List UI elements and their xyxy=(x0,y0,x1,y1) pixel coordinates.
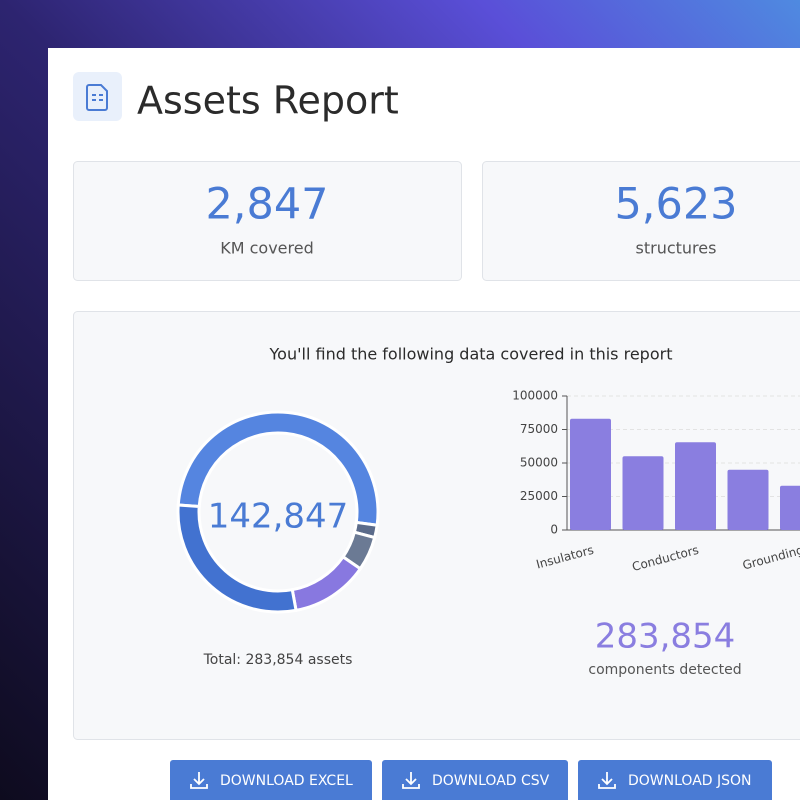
download-icon xyxy=(402,772,420,789)
stat-box xyxy=(73,161,462,281)
download-icon xyxy=(190,772,208,789)
y-tick-label: 100000 xyxy=(512,389,558,403)
page-title: Assets Report xyxy=(137,79,399,123)
stat-value: 2,847 xyxy=(205,180,328,230)
bar xyxy=(622,456,664,530)
stat-value: 5,623 xyxy=(614,180,737,230)
document-icon xyxy=(86,84,108,111)
button-label: DOWNLOAD CSV xyxy=(432,773,550,789)
stat-box xyxy=(482,161,800,281)
button-bg xyxy=(578,760,772,800)
y-tick-label: 75000 xyxy=(520,422,558,436)
y-tick-label: 50000 xyxy=(520,456,558,470)
donut-center: 142,847 xyxy=(208,497,349,537)
stat-label: KM covered xyxy=(220,239,314,258)
icon-box xyxy=(73,72,122,121)
buttons: DOWNLOAD EXCEL DOWNLOAD CSV DOWNLOAD JSON xyxy=(170,760,772,800)
y-tick-label: 25000 xyxy=(520,489,558,503)
bar xyxy=(727,469,769,530)
button-bg xyxy=(170,760,372,800)
button-label: DOWNLOAD EXCEL xyxy=(220,773,353,789)
stat-label: structures xyxy=(636,239,717,258)
bar xyxy=(780,485,800,530)
download-button[interactable]: DOWNLOAD JSON xyxy=(578,760,772,800)
y-tick-label: 0 xyxy=(550,523,558,537)
summary-value: 283,854 xyxy=(595,617,736,657)
donut-total: Total: 283,854 assets xyxy=(203,652,353,668)
button-label: DOWNLOAD JSON xyxy=(628,773,752,789)
download-button[interactable]: DOWNLOAD CSV xyxy=(382,760,568,800)
bar xyxy=(675,442,716,530)
download-icon xyxy=(598,772,616,789)
button-bg xyxy=(382,760,568,800)
download-button[interactable]: DOWNLOAD EXCEL xyxy=(170,760,372,800)
summary-label: components detected xyxy=(588,662,741,678)
report-heading: You'll find the following data covered i… xyxy=(269,345,673,364)
bar xyxy=(570,418,611,530)
donut-segment xyxy=(176,503,298,614)
